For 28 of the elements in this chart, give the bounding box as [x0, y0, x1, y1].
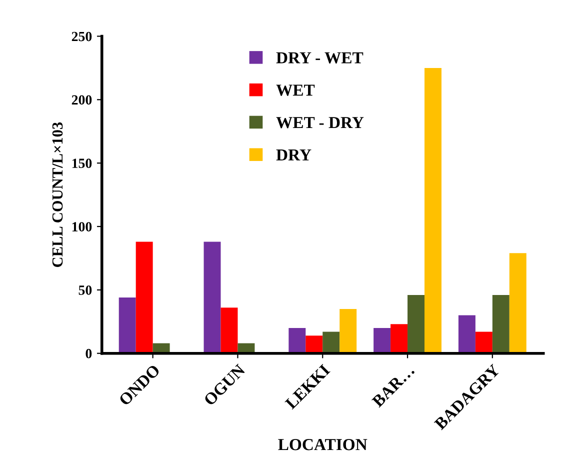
legend-label: WET - DRY — [276, 117, 364, 128]
bar — [136, 242, 153, 354]
bar — [424, 68, 442, 354]
bar — [220, 308, 238, 354]
y-tick-label: 100 — [72, 222, 92, 232]
y-tick-label: 150 — [72, 158, 92, 168]
bar — [509, 253, 526, 354]
bar — [118, 298, 136, 354]
bar — [288, 328, 306, 354]
bar — [458, 315, 476, 354]
x-axis-title: LOCATION — [278, 439, 368, 450]
bar — [374, 328, 391, 354]
y-tick-label: 250 — [72, 32, 92, 42]
bar — [390, 324, 408, 354]
legend-label: DRY - WET — [276, 52, 364, 64]
bar — [306, 336, 323, 354]
bar — [322, 332, 340, 354]
legend-label: WET — [276, 84, 315, 96]
y-tick-label: 50 — [78, 286, 92, 295]
y-tick-label: 200 — [72, 95, 92, 105]
bar — [408, 294, 424, 354]
y-axis-title: CELL COUNT/L×103 — [52, 122, 63, 267]
legend-label: DRY — [276, 149, 312, 160]
bar — [492, 294, 510, 354]
y-tick-label: 0 — [86, 348, 92, 358]
bar — [475, 332, 492, 354]
bar — [204, 242, 221, 354]
bar — [340, 308, 357, 354]
